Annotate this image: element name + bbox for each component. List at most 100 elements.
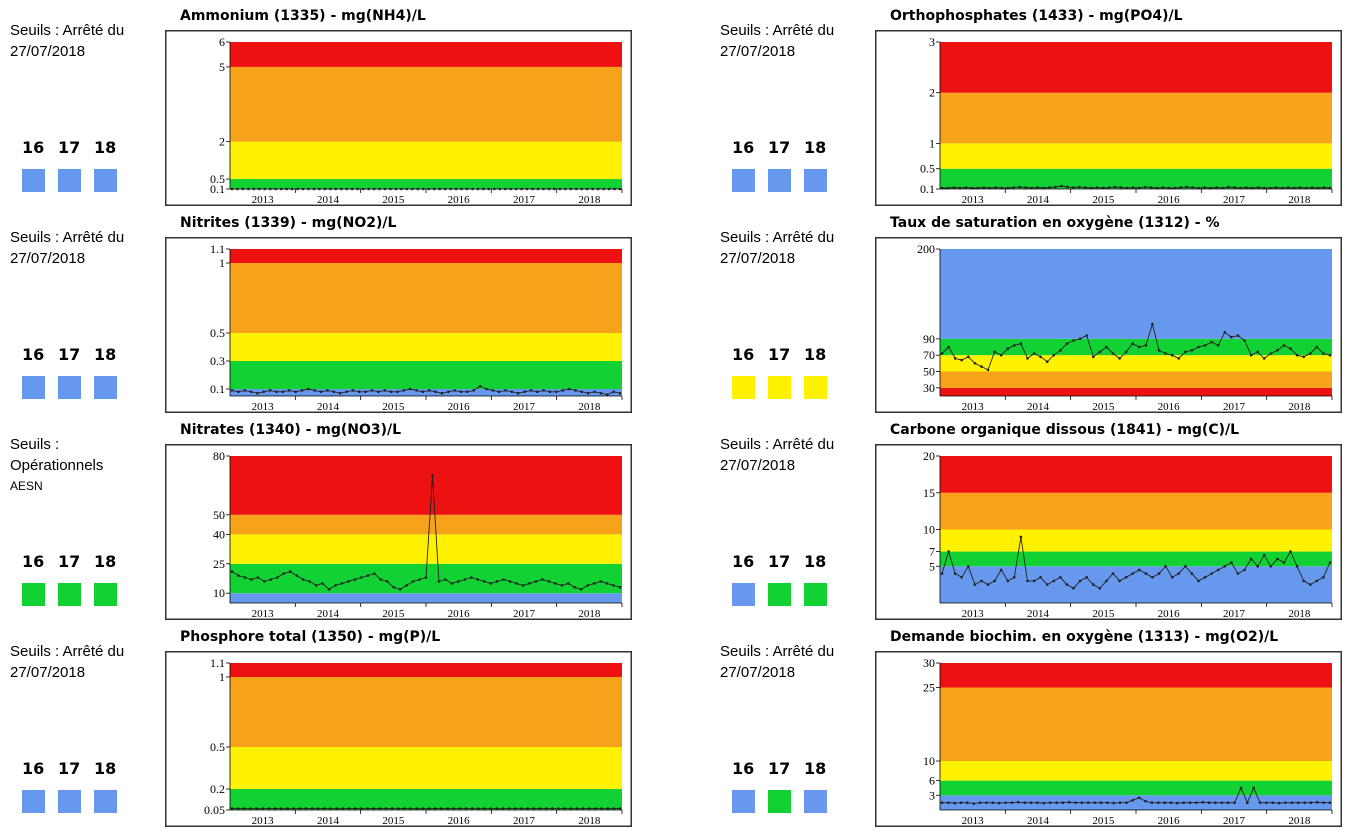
data-point bbox=[1039, 576, 1042, 579]
data-point bbox=[557, 807, 560, 810]
data-point bbox=[1138, 568, 1141, 572]
data-point bbox=[491, 389, 495, 392]
data-point bbox=[999, 353, 1003, 357]
data-point bbox=[1006, 186, 1009, 190]
data-point bbox=[976, 186, 980, 190]
data-point bbox=[1322, 186, 1326, 189]
x-tick-label: 2015 bbox=[382, 194, 405, 206]
data-point bbox=[966, 801, 969, 804]
data-point bbox=[262, 390, 266, 394]
x-tick-label: 2013 bbox=[252, 608, 275, 620]
year-label: 16 bbox=[22, 138, 45, 157]
chart-title: Nitrates (1340) - mg(NO3)/L bbox=[180, 422, 402, 438]
data-point bbox=[1210, 340, 1213, 344]
x-tick-label: 2013 bbox=[962, 401, 985, 413]
data-point bbox=[999, 568, 1003, 572]
status-square bbox=[804, 169, 827, 192]
data-point bbox=[1179, 186, 1183, 189]
data-point bbox=[515, 582, 518, 585]
data-point bbox=[483, 807, 486, 810]
data-point bbox=[236, 187, 239, 191]
data-point bbox=[1151, 322, 1154, 326]
data-point bbox=[282, 572, 285, 575]
data-point bbox=[288, 570, 292, 573]
data-point bbox=[504, 389, 507, 392]
chart-area: 10 25 40 50 80 2013 2014 2015 2016 2017 2018 bbox=[165, 444, 632, 620]
data-point bbox=[294, 390, 297, 394]
data-point bbox=[1124, 350, 1128, 354]
year-header: 16 17 18 bbox=[22, 759, 130, 778]
data-point bbox=[384, 807, 388, 810]
year-label: 17 bbox=[768, 138, 791, 157]
data-point bbox=[378, 187, 381, 191]
y-tick-label: 6 bbox=[219, 35, 225, 49]
year-label: 16 bbox=[22, 759, 45, 778]
data-point bbox=[1111, 572, 1115, 575]
data-point bbox=[1295, 353, 1299, 357]
threshold-band-green bbox=[940, 551, 1332, 567]
threshold-band-blue bbox=[940, 566, 1332, 603]
y-tick-label: 0.5 bbox=[210, 740, 225, 754]
data-point bbox=[1290, 801, 1294, 804]
x-tick-label: 2017 bbox=[1223, 815, 1246, 827]
data-point bbox=[383, 187, 387, 191]
data-point bbox=[310, 807, 314, 810]
data-point bbox=[547, 580, 551, 583]
threshold-line: Seuils : Arrêté du bbox=[720, 22, 835, 39]
threshold-band-red bbox=[230, 42, 622, 67]
x-tick-label: 2016 bbox=[448, 401, 471, 413]
data-point bbox=[967, 565, 970, 568]
data-point bbox=[1176, 801, 1179, 805]
year-label: 17 bbox=[58, 138, 81, 157]
data-point bbox=[290, 187, 294, 191]
threshold-reference: Seuils : Opérationnels AESN bbox=[10, 434, 160, 497]
data-point bbox=[463, 578, 467, 581]
x-tick-label: 2018 bbox=[1288, 401, 1311, 413]
data-point bbox=[452, 807, 456, 810]
data-point bbox=[1223, 331, 1227, 334]
data-point bbox=[334, 584, 337, 587]
data-point bbox=[973, 583, 977, 586]
threshold-band-green bbox=[940, 780, 1332, 796]
data-point bbox=[351, 389, 355, 392]
data-point bbox=[575, 807, 579, 810]
data-point bbox=[237, 574, 240, 577]
data-point bbox=[599, 580, 602, 583]
data-point bbox=[493, 187, 496, 191]
x-tick-label: 2015 bbox=[1092, 194, 1115, 206]
threshold-band-red bbox=[940, 456, 1332, 493]
data-point bbox=[1087, 801, 1090, 804]
data-point bbox=[1328, 186, 1332, 190]
data-point bbox=[532, 807, 536, 810]
data-point bbox=[460, 187, 463, 191]
status-square bbox=[58, 169, 81, 192]
x-tick-label: 2013 bbox=[252, 401, 275, 413]
data-point bbox=[437, 580, 441, 583]
threshold-band-blue bbox=[940, 249, 1332, 339]
data-point bbox=[1105, 345, 1108, 349]
data-point bbox=[347, 580, 350, 583]
data-point bbox=[1190, 349, 1194, 352]
data-point bbox=[1276, 349, 1279, 352]
data-point bbox=[1316, 800, 1319, 804]
data-point bbox=[964, 186, 968, 189]
y-tick-label: 0.1 bbox=[210, 382, 225, 396]
year-label: 18 bbox=[94, 138, 117, 157]
data-point bbox=[332, 390, 336, 394]
data-point bbox=[940, 352, 944, 355]
data-point bbox=[1309, 801, 1313, 804]
data-point bbox=[1045, 583, 1049, 586]
data-point bbox=[618, 807, 622, 810]
data-point bbox=[366, 807, 369, 810]
data-point bbox=[1280, 186, 1284, 190]
data-point bbox=[1010, 801, 1014, 804]
data-point bbox=[525, 187, 529, 191]
data-point bbox=[1024, 186, 1027, 189]
data-point bbox=[1230, 561, 1233, 564]
data-point bbox=[296, 187, 299, 191]
x-tick-label: 2015 bbox=[382, 401, 405, 413]
data-point bbox=[1124, 576, 1128, 579]
data-point bbox=[1191, 186, 1194, 189]
data-point bbox=[373, 572, 376, 575]
data-point bbox=[263, 580, 266, 583]
